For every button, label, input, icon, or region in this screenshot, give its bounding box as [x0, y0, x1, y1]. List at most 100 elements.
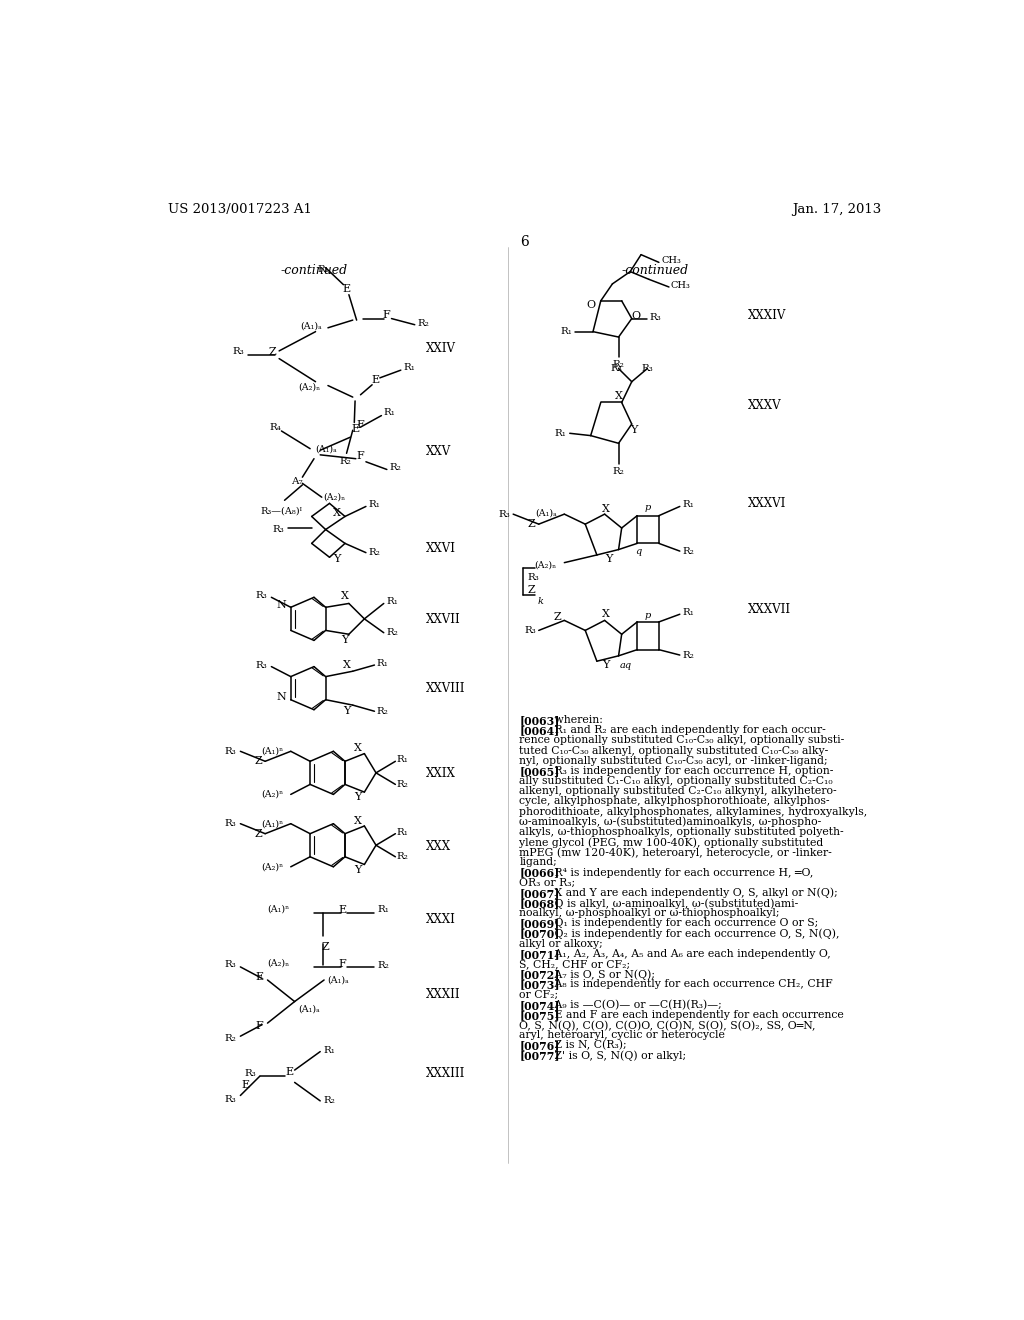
- Text: E: E: [339, 906, 347, 915]
- Text: alkyls, ω-thiophosphoalkyls, optionally substituted polyeth-: alkyls, ω-thiophosphoalkyls, optionally …: [519, 826, 844, 837]
- Text: aq: aq: [621, 660, 632, 669]
- Text: -continued: -continued: [281, 264, 347, 277]
- Text: Z' is O, S, N(Q) or alkyl;: Z' is O, S, N(Q) or alkyl;: [544, 1051, 686, 1061]
- Text: X: X: [602, 504, 610, 513]
- Text: XXXVI: XXXVI: [748, 498, 786, 511]
- Text: XXXV: XXXV: [748, 399, 781, 412]
- Text: [0070]: [0070]: [519, 928, 560, 940]
- Text: R₂: R₂: [682, 546, 694, 556]
- Text: (A₂)ⁿ: (A₂)ⁿ: [261, 789, 283, 799]
- Text: R₂: R₂: [378, 961, 389, 970]
- Text: XXVI: XXVI: [426, 543, 457, 554]
- Text: F: F: [339, 958, 346, 969]
- Text: Z: Z: [254, 829, 262, 838]
- Text: (A₂)ₙ: (A₂)ₙ: [267, 958, 290, 968]
- Text: [0072]: [0072]: [519, 969, 560, 981]
- Text: ω-aminoalkyls, ω-(substituted)aminoalkyls, ω-phospho-: ω-aminoalkyls, ω-(substituted)aminoalkyl…: [519, 817, 821, 828]
- Text: Z: Z: [527, 519, 535, 529]
- Text: R₂: R₂: [369, 548, 380, 557]
- Text: R₁: R₁: [397, 828, 409, 837]
- Text: E: E: [371, 375, 379, 385]
- Text: R₁: R₁: [560, 327, 572, 337]
- Text: ally substituted C₁-C₁₀ alkyl, optionally substituted C₂-C₁₀: ally substituted C₁-C₁₀ alkyl, optionall…: [519, 776, 833, 787]
- Text: X and Y are each independently O, S, alkyl or N(Q);: X and Y are each independently O, S, alk…: [544, 888, 838, 899]
- Text: (A₂)ⁿ: (A₂)ⁿ: [261, 862, 283, 871]
- Text: Z: Z: [254, 756, 262, 767]
- Text: N: N: [276, 693, 287, 702]
- Text: R₃: R₃: [610, 364, 623, 374]
- Text: R₃: R₃: [527, 573, 539, 582]
- Text: alkyl or alkoxy;: alkyl or alkoxy;: [519, 939, 603, 949]
- Text: [0068]: [0068]: [519, 898, 560, 909]
- Text: Y: Y: [334, 554, 341, 564]
- Text: O, S, N(Q), C(O), C(O)O, C(O)N, S(O), S(O)₂, SS, O═N,: O, S, N(Q), C(O), C(O)O, C(O)N, S(O), S(…: [519, 1020, 816, 1031]
- Text: F: F: [356, 420, 365, 430]
- Text: R₁: R₁: [376, 659, 388, 668]
- Text: XXVIII: XXVIII: [426, 682, 466, 696]
- Text: R₂: R₂: [389, 463, 401, 473]
- Text: E: E: [285, 1067, 293, 1077]
- Text: Y: Y: [343, 706, 350, 717]
- Text: (A₁)ⁿ: (A₁)ⁿ: [261, 820, 283, 828]
- Text: or CF₂;: or CF₂;: [519, 990, 558, 999]
- Text: R₁: R₁: [682, 609, 694, 618]
- Text: R₁: R₁: [554, 429, 566, 438]
- Text: [0076]: [0076]: [519, 1040, 560, 1051]
- Text: R₁: R₁: [324, 1045, 335, 1055]
- Text: R₁: R₁: [386, 598, 398, 606]
- Text: F: F: [382, 310, 390, 319]
- Text: R₂: R₂: [612, 467, 625, 477]
- Text: R₃: R₃: [224, 820, 237, 828]
- Text: R₂: R₂: [612, 360, 625, 370]
- Text: Q is alkyl, ω-aminoalkyl, ω-(substituted)ami-: Q is alkyl, ω-aminoalkyl, ω-(substituted…: [544, 898, 798, 908]
- Text: R₃: R₃: [524, 626, 537, 635]
- Text: R₃: R₃: [224, 747, 237, 756]
- Text: XXXVII: XXXVII: [748, 603, 792, 616]
- Text: aryl, heteroaryl, cyclic or heterocycle: aryl, heteroaryl, cyclic or heterocycle: [519, 1030, 725, 1040]
- Text: p: p: [645, 503, 651, 512]
- Text: R₂: R₂: [397, 853, 409, 861]
- Text: [0073]: [0073]: [519, 979, 560, 990]
- Text: (A₁)ₐ: (A₁)ₐ: [300, 322, 322, 331]
- Text: 6: 6: [520, 235, 529, 249]
- Text: [0065]: [0065]: [519, 766, 560, 777]
- Text: F: F: [356, 451, 365, 462]
- Text: R₃: R₃: [272, 525, 284, 535]
- Text: R₂: R₂: [224, 1034, 237, 1043]
- Text: p: p: [645, 611, 651, 619]
- Text: R₂: R₂: [376, 706, 388, 715]
- Text: CH₃: CH₃: [662, 256, 681, 265]
- Text: (A₁)ⁿ: (A₁)ⁿ: [267, 904, 290, 913]
- Text: US 2013/0017223 A1: US 2013/0017223 A1: [168, 203, 312, 216]
- Text: q: q: [636, 546, 642, 556]
- Text: A₁, A₂, A₃, A₄, A₅ and A₆ are each independently O,: A₁, A₂, A₃, A₄, A₅ and A₆ are each indep…: [544, 949, 830, 958]
- Text: R₁: R₁: [369, 500, 380, 510]
- Text: R₁: R₁: [378, 906, 389, 915]
- Text: (A₂)ₙ: (A₂)ₙ: [299, 383, 321, 392]
- Text: Y: Y: [605, 554, 612, 564]
- Text: R₁: R₁: [403, 363, 415, 372]
- Text: XXV: XXV: [426, 445, 452, 458]
- Text: XXVII: XXVII: [426, 612, 461, 626]
- Text: phorodithioate, alkylphosphonates, alkylamines, hydroxyalkyls,: phorodithioate, alkylphosphonates, alkyl…: [519, 807, 867, 817]
- Text: [0075]: [0075]: [519, 1010, 560, 1020]
- Text: E and F are each independently for each occurrence: E and F are each independently for each …: [544, 1010, 844, 1020]
- Text: Y: Y: [354, 865, 361, 875]
- Text: (A₁)ₐ: (A₁)ₐ: [328, 975, 349, 985]
- Text: [0064]: [0064]: [519, 725, 560, 737]
- Text: Z: Z: [322, 942, 330, 952]
- Text: X: X: [334, 508, 341, 517]
- Text: R₃—(A₈)ᴵ: R₃—(A₈)ᴵ: [260, 507, 302, 515]
- Text: XXXIV: XXXIV: [748, 309, 786, 322]
- Text: X: X: [614, 391, 623, 401]
- Text: CH₃: CH₃: [671, 281, 690, 290]
- Text: R₃: R₃: [244, 1069, 256, 1077]
- Text: R₂: R₂: [397, 780, 409, 789]
- Text: R₂: R₂: [339, 457, 351, 466]
- Text: E: E: [351, 425, 359, 434]
- Text: R₃: R₃: [499, 510, 510, 519]
- Text: -continued: -continued: [622, 264, 688, 277]
- Text: S, CH₂, CHF or CF₂;: S, CH₂, CHF or CF₂;: [519, 960, 631, 969]
- Text: [0071]: [0071]: [519, 949, 560, 960]
- Text: R₃: R₃: [641, 364, 653, 374]
